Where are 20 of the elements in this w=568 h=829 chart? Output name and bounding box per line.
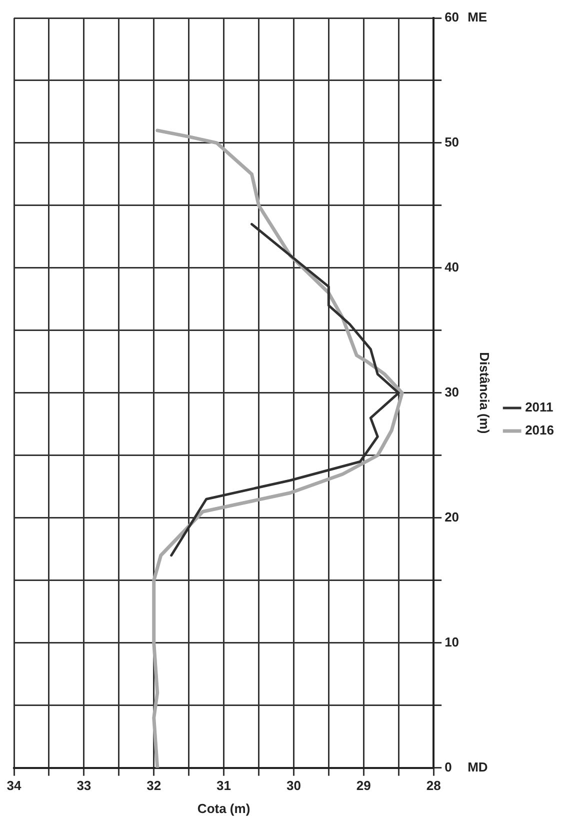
y-tick-label: 30 (444, 384, 460, 400)
x-tick-label: 34 (6, 778, 22, 794)
y-tick-label: 60 (444, 10, 460, 25)
y-tick-label: 40 (444, 260, 460, 275)
y-tick-label: 0 (444, 759, 452, 774)
x-tick-label: 28 (426, 778, 441, 794)
y-tick-label: 50 (444, 134, 460, 150)
legend-label: 2011 (525, 400, 554, 415)
y-tick-label: 10 (444, 634, 460, 650)
x-tick-label: 33 (76, 778, 92, 794)
x-tick-label: 31 (216, 778, 232, 794)
x-tick-label: 32 (146, 778, 162, 794)
x-tick-label: 30 (286, 778, 301, 794)
x-tick-label: 29 (356, 778, 371, 794)
y-axis-title: Distância (m) (477, 352, 492, 434)
text: MD (468, 759, 488, 774)
text: ME (468, 10, 488, 25)
legend-label: 2016 (525, 422, 554, 438)
x-axis-title: Cota (m) (197, 800, 250, 816)
y-tick-label: 20 (444, 509, 460, 524)
